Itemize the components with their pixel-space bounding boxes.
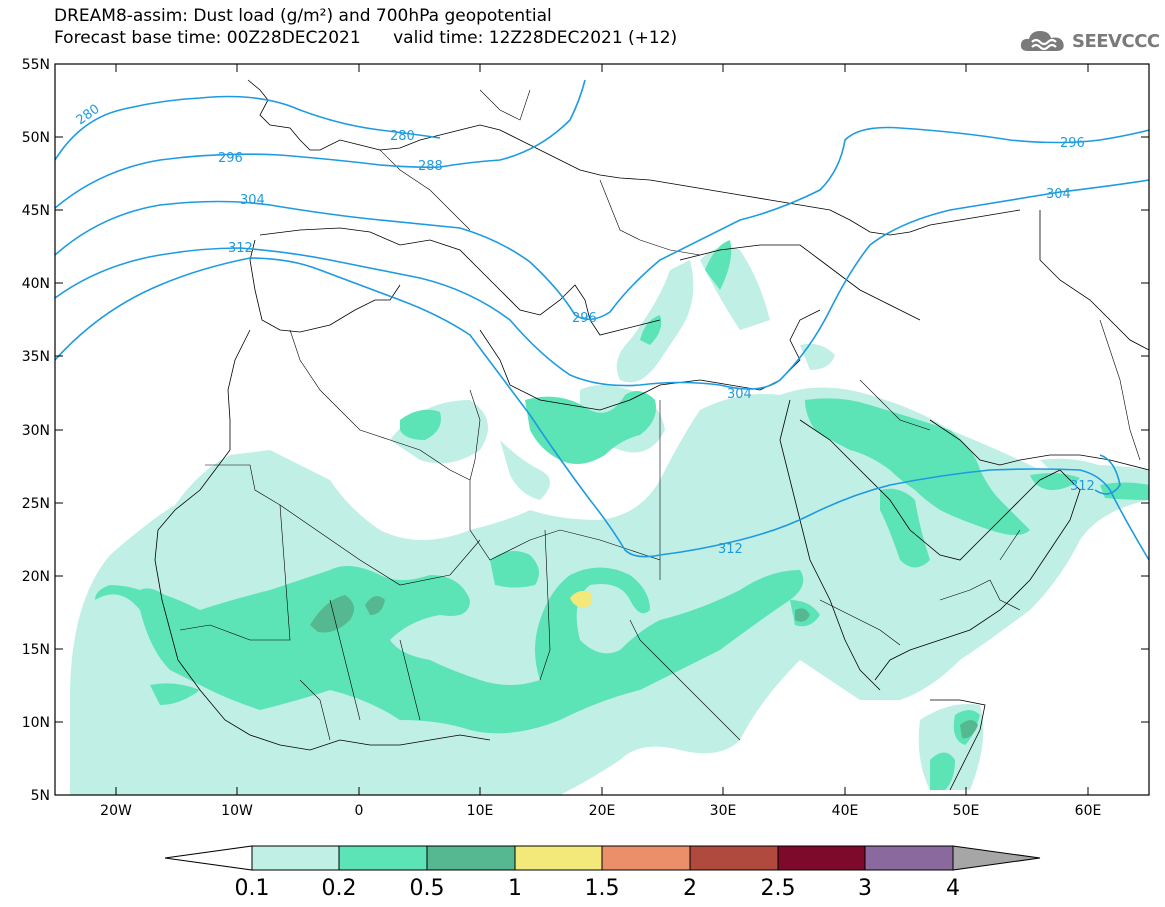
geopotential-contours xyxy=(55,79,1149,561)
seevccc-logo: SEEVCCC xyxy=(1018,26,1160,56)
lat-label-15n: 15N xyxy=(22,642,50,658)
contour-label-312b: 312 xyxy=(718,542,743,557)
colorbar: 0.1 0.2 0.5 1 1.5 2 2.5 3 4 xyxy=(164,845,1041,901)
lon-label-50e: 50E xyxy=(953,803,980,819)
logo-text: SEEVCCC xyxy=(1072,30,1160,52)
lat-label-55n: 55N xyxy=(22,57,50,73)
contour-label-312c: 312 xyxy=(1070,479,1095,494)
lon-label-20e: 20E xyxy=(589,803,616,819)
contour-label-304: 304 xyxy=(240,193,265,208)
colorbar-bin-0-1 xyxy=(251,845,340,871)
lon-labels: 20W 10W 0 10E 20E 30E 40E 50E 60E xyxy=(100,803,1101,819)
colorbar-arrow-high xyxy=(952,845,1041,871)
colorbar-label-1: 1 xyxy=(508,876,522,901)
colorbar-label-3: 3 xyxy=(858,876,872,901)
forecast-time-line: Forecast base time: 00Z28DEC2021 valid t… xyxy=(54,28,678,48)
colorbar-bin-2-5 xyxy=(777,845,866,871)
dust-shading-1 xyxy=(570,590,593,608)
colorbar-arrow-low xyxy=(164,845,253,871)
dust-shading-0-2 xyxy=(95,240,1149,790)
lat-label-30n: 30N xyxy=(22,423,50,439)
contour-label-296c: 296 xyxy=(1060,136,1085,151)
lon-label-10e: 10E xyxy=(467,803,494,819)
contour-label-288: 288 xyxy=(418,159,443,174)
dust-shading-0-5 xyxy=(310,595,978,739)
colorbar-bin-3 xyxy=(864,845,954,871)
contour-label-304b: 304 xyxy=(727,387,752,402)
lon-axis xyxy=(115,64,1089,795)
colorbar-label-4: 4 xyxy=(946,876,960,901)
colorbar-bin-1 xyxy=(514,845,603,871)
colorbar-bin-0-2 xyxy=(338,845,428,871)
map-title: DREAM8-assim: Dust load (g/m²) and 700hP… xyxy=(54,6,552,26)
contour-label-304c: 304 xyxy=(1046,187,1071,202)
lat-label-5n: 5N xyxy=(31,788,50,804)
lat-label-40n: 40N xyxy=(22,276,50,292)
lon-label-10w: 10W xyxy=(221,803,253,819)
lat-label-10n: 10N xyxy=(22,715,50,731)
colorbar-bin-0-5 xyxy=(426,845,516,871)
colorbar-label-2: 2 xyxy=(683,876,697,901)
lon-label-60e: 60E xyxy=(1075,803,1102,819)
cloud-icon xyxy=(1020,31,1064,51)
colorbar-label-0-1: 0.1 xyxy=(235,876,270,901)
coastlines xyxy=(154,79,1149,791)
lat-label-45n: 45N xyxy=(22,203,50,219)
lon-label-20w: 20W xyxy=(100,803,132,819)
colorbar-label-1-5: 1.5 xyxy=(585,876,620,901)
lat-axis xyxy=(55,63,1149,723)
lat-label-50n: 50N xyxy=(22,130,50,146)
lat-label-20n: 20N xyxy=(22,569,50,585)
colorbar-label-0-2: 0.2 xyxy=(322,876,357,901)
lat-label-35n: 35N xyxy=(22,349,50,365)
colorbar-label-0-5: 0.5 xyxy=(410,876,445,901)
contour-label-312: 312 xyxy=(228,241,253,256)
contour-label-280b: 280 xyxy=(390,129,415,144)
contour-label-296: 296 xyxy=(218,151,243,166)
colorbar-label-2-5: 2.5 xyxy=(761,876,796,901)
colorbar-bin-1-5 xyxy=(601,845,691,871)
lat-labels: 55N 50N 45N 40N 35N 30N 25N 20N 15N 10N … xyxy=(22,57,50,804)
lat-label-25n: 25N xyxy=(22,496,50,512)
lon-label-30e: 30E xyxy=(710,803,737,819)
lon-label-0: 0 xyxy=(355,803,364,819)
colorbar-bin-2 xyxy=(689,845,779,871)
contour-label-296b: 296 xyxy=(572,311,597,326)
lon-label-40e: 40E xyxy=(832,803,859,819)
